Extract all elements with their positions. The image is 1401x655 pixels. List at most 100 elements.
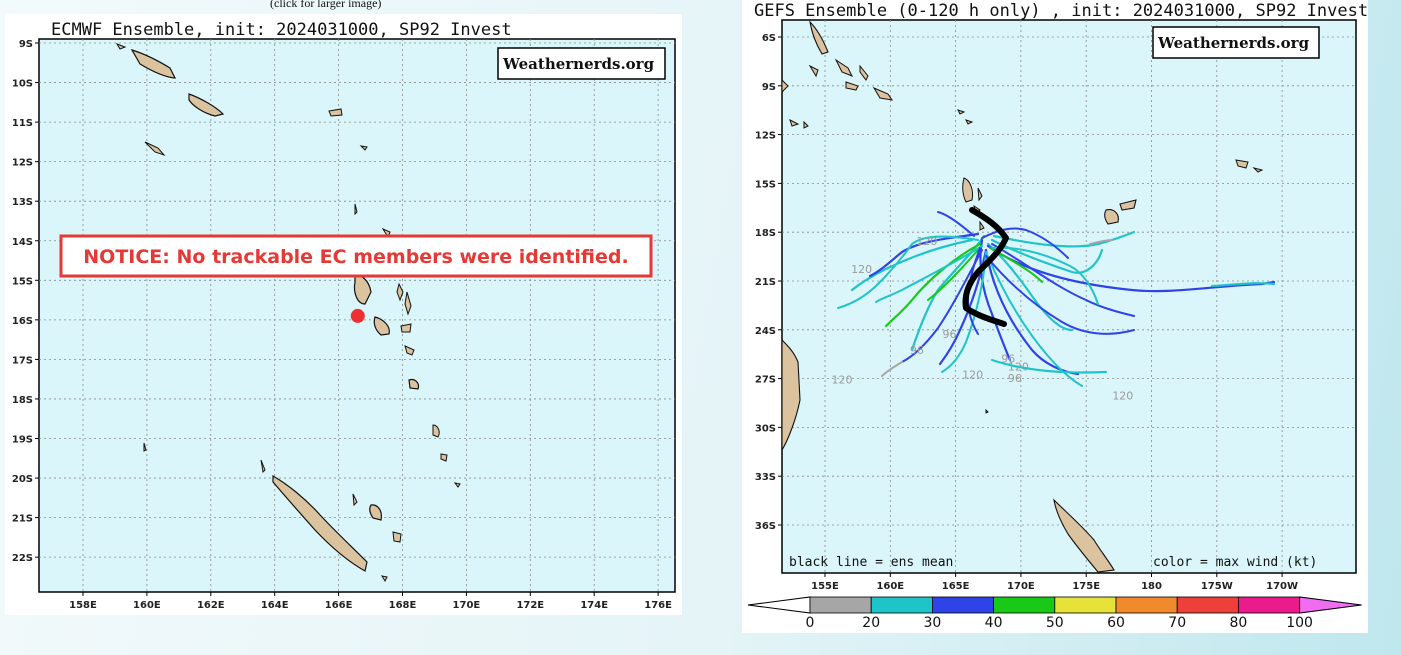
ecmwf-latitude-labels: 9S 10S 11S 12S 13S 14S 15S 16S 17S 18S 19S 20S 21S 22… (12, 39, 33, 564)
colorbar-label: 40 (985, 615, 1003, 631)
lat-tick-label: 15S (755, 179, 776, 190)
new-guinea-coast (781, 78, 789, 94)
lon-tick-label: 172E (516, 600, 544, 611)
gefs-ensemble-map[interactable]: GEFS Ensemble (0-120 h only) , init: 202… (742, 0, 1368, 633)
makira-island (872, 86, 894, 101)
santa-isabel-island (834, 58, 854, 77)
lat-tick-label: 13S (12, 197, 33, 208)
notice-text: NOTICE: No trackable EC members were ide… (83, 246, 628, 268)
wind-color-legend: color = max wind (kt) (1153, 555, 1317, 570)
track-member (986, 244, 1276, 293)
santa-cruz-islands (957, 109, 974, 125)
efate-island (404, 345, 415, 356)
mare-island (392, 531, 402, 543)
lat-tick-label: 11S (12, 118, 33, 129)
lat-tick-label: 14S (12, 237, 33, 248)
forecast-hour-label: 96 (1001, 352, 1015, 365)
colorbar-label: 100 (1286, 615, 1313, 631)
gefs-ocean (781, 19, 1357, 574)
colorbar-label: 50 (1046, 615, 1064, 631)
aneityum-island (440, 453, 448, 462)
fiji-vanua-levu (1119, 199, 1137, 211)
vanuatu-north (962, 177, 973, 203)
lat-tick-label: 18S (755, 228, 776, 239)
torres-islands (354, 203, 358, 216)
louisiade-islands (789, 119, 809, 129)
colorbar-segment (870, 596, 933, 614)
ecmwf-brand-label: Weathernerds.org (502, 55, 655, 73)
forecast-hour-label: 120 (962, 369, 983, 382)
lat-tick-label: 18S (12, 395, 33, 406)
lord-howe-speck (985, 408, 989, 414)
track-member (850, 238, 974, 292)
gefs-ensemble-tracks (837, 207, 1276, 387)
lat-tick-label: 19S (12, 435, 33, 446)
colorbar-segment (1115, 596, 1178, 614)
forecast-hour-label: 120 (1008, 360, 1029, 373)
lat-tick-label: 9S (19, 39, 33, 50)
lon-tick-label: 176E (644, 600, 672, 611)
forecast-hour-label: 120 (832, 373, 853, 386)
track-member (990, 358, 1108, 374)
lat-tick-label: 12S (12, 158, 33, 169)
ecmwf-ensemble-map[interactable]: ECMWF Ensemble, init: 2024031000, SP92 I… (5, 14, 682, 615)
lon-tick-label: 174E (580, 600, 608, 611)
lat-tick-label: 22S (12, 553, 33, 564)
lon-tick-label: 170E (1007, 581, 1035, 592)
track-member (837, 235, 979, 309)
colorbar-segment (1176, 596, 1239, 614)
ouvea-island (352, 493, 358, 507)
belep-islands (260, 459, 266, 474)
lat-tick-label: 36S (755, 521, 776, 532)
guadalcanal-island (188, 93, 225, 117)
maewo-island (396, 282, 404, 302)
gefs-brand-box: Weathernerds.org (1152, 26, 1320, 59)
colorbar-segment (1237, 596, 1300, 614)
colorbar-label: 80 (1229, 615, 1247, 631)
track-member (985, 251, 1083, 387)
lifou-island (369, 504, 382, 521)
western-solomons (808, 64, 819, 78)
makira-island (144, 141, 166, 157)
initial-position-marker (350, 308, 365, 323)
forecast-hour-label: 96 (1008, 372, 1022, 385)
colorbar-segment (931, 596, 994, 614)
ecmwf-landmasses (115, 43, 461, 583)
santa-isabel-island (130, 48, 177, 79)
forecast-hour-label: 96 (943, 328, 957, 341)
forecast-hour-label: 120 (1112, 390, 1133, 403)
colorbar-high-arrow (1299, 596, 1362, 614)
chesterfield-islands (143, 442, 147, 452)
colorbar-low-arrow (747, 596, 811, 614)
track-member (881, 361, 903, 377)
lat-tick-label: 6S (762, 33, 776, 44)
gefs-landmasses (781, 20, 1264, 573)
lat-tick-label: 33S (755, 472, 776, 483)
track-member (981, 227, 1069, 259)
lat-tick-label: 17S (12, 355, 33, 366)
lon-tick-label: 180 (1141, 581, 1162, 592)
track-member (901, 249, 983, 363)
larger-image-caption[interactable]: (click for larger image) (270, 0, 382, 10)
new-zealand-north (1053, 498, 1115, 573)
malaita-speck (115, 43, 127, 50)
lon-tick-label: 165E (942, 581, 970, 592)
new-caledonia (272, 474, 368, 572)
malaita-island (859, 64, 869, 81)
ecmwf-brand-box: Weathernerds.org (497, 47, 666, 80)
ecmwf-map-title: ECMWF Ensemble, init: 2024031000, SP92 I… (51, 20, 512, 40)
hunter-island (453, 482, 461, 488)
lat-tick-label: 21S (12, 514, 33, 525)
track-member (875, 245, 983, 303)
lon-tick-label: 158E (69, 600, 97, 611)
lon-tick-label: 160E (876, 581, 904, 592)
lat-tick-label: 16S (12, 316, 33, 327)
samoa-islands (1235, 159, 1264, 173)
fiji-viti-levu (1104, 209, 1119, 225)
lon-tick-label: 162E (197, 600, 225, 611)
malekula-island (373, 316, 390, 336)
ecmwf-longitude-labels: 158E 160E 162E 164E 166E 168E 170E 172E 174E 176E (69, 600, 672, 611)
lat-tick-label: 20S (12, 474, 33, 485)
pentecost-island (404, 291, 412, 316)
